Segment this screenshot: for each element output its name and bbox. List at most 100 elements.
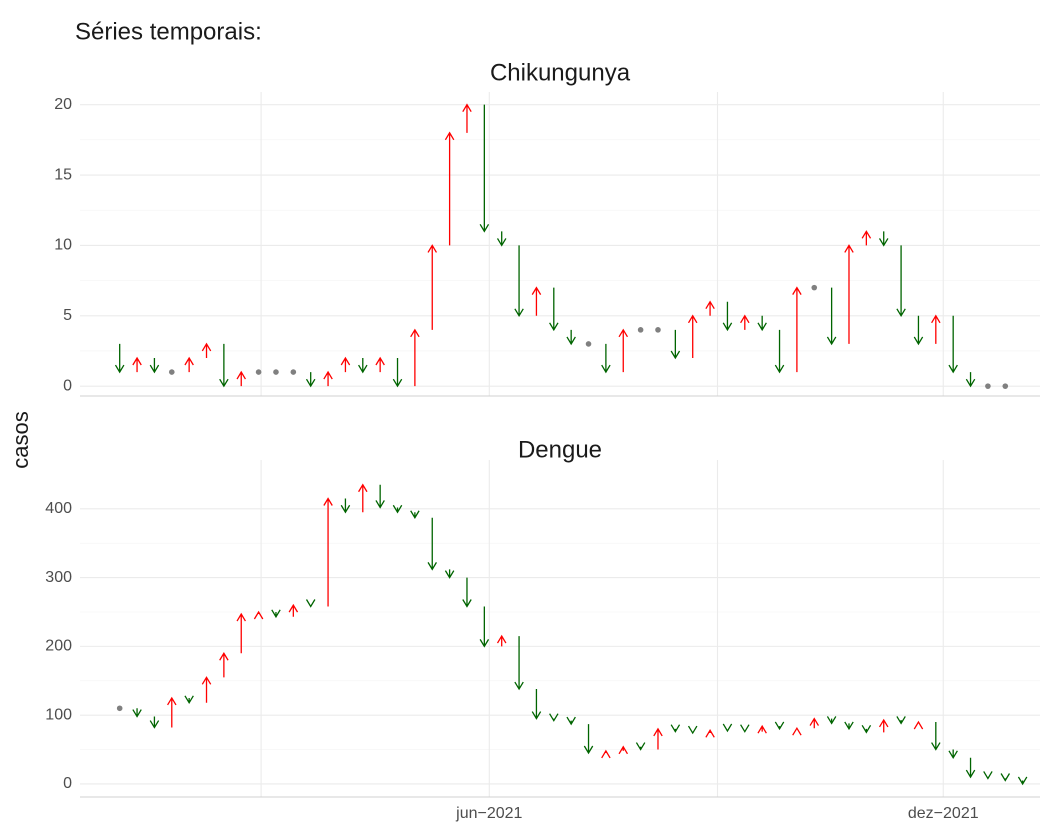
arrow bbox=[861, 725, 872, 734]
arrow bbox=[809, 717, 820, 729]
arrow bbox=[913, 315, 924, 346]
arrow bbox=[340, 498, 351, 514]
arrow bbox=[965, 757, 976, 779]
arrow bbox=[826, 716, 837, 725]
arrow bbox=[931, 722, 941, 751]
flat-point bbox=[655, 327, 661, 333]
flat-point bbox=[255, 369, 262, 375]
arrow bbox=[132, 356, 142, 373]
arrow bbox=[496, 634, 507, 647]
arrow bbox=[514, 636, 524, 691]
arrow bbox=[670, 329, 681, 360]
arrow bbox=[896, 245, 906, 318]
arrow bbox=[653, 727, 663, 750]
arrow bbox=[740, 314, 750, 330]
flat-point bbox=[116, 705, 123, 712]
flat-point bbox=[637, 327, 644, 333]
arrow bbox=[132, 708, 142, 718]
arrow bbox=[201, 342, 212, 358]
arrow bbox=[149, 716, 160, 729]
arrow bbox=[305, 599, 316, 608]
arrow bbox=[774, 329, 785, 374]
arrow bbox=[566, 716, 576, 726]
y-tick-label: 10 bbox=[54, 237, 72, 254]
arrow bbox=[219, 343, 229, 388]
arrow bbox=[410, 510, 420, 520]
arrow bbox=[931, 314, 941, 344]
arrow bbox=[167, 696, 177, 728]
arrow bbox=[722, 301, 733, 332]
arrow bbox=[618, 328, 629, 373]
y-tick-label: 200 bbox=[45, 638, 72, 655]
arrow bbox=[427, 517, 438, 571]
arrow bbox=[219, 651, 229, 678]
arrow bbox=[531, 689, 542, 720]
arrow bbox=[479, 104, 490, 233]
arrow bbox=[358, 483, 368, 513]
y-tick-label: 0 bbox=[63, 775, 72, 792]
arrow bbox=[948, 749, 958, 760]
arrow bbox=[462, 103, 472, 133]
arrow bbox=[236, 370, 246, 387]
arrow bbox=[878, 718, 889, 733]
arrow bbox=[184, 356, 194, 373]
arrow bbox=[601, 749, 611, 759]
x-tick-label: dez−2021 bbox=[908, 805, 979, 822]
arrow bbox=[635, 742, 646, 751]
arrow bbox=[375, 484, 385, 509]
arrow bbox=[323, 497, 333, 607]
arrow bbox=[774, 721, 785, 731]
arrow bbox=[913, 720, 924, 730]
arrow bbox=[549, 287, 559, 332]
y-tick-label: 100 bbox=[45, 706, 72, 723]
arrow bbox=[965, 372, 976, 388]
y-tick-label: 300 bbox=[45, 569, 72, 586]
flat-point bbox=[1002, 383, 1009, 389]
arrow bbox=[618, 745, 629, 755]
arrow bbox=[861, 230, 872, 246]
y-tick-label: 5 bbox=[63, 307, 72, 324]
arrow bbox=[444, 569, 455, 579]
arrow bbox=[983, 771, 993, 780]
arrow bbox=[670, 724, 681, 733]
arrow bbox=[184, 695, 194, 705]
arrow bbox=[271, 609, 281, 619]
y-tick-label: 20 bbox=[54, 96, 72, 113]
arrow bbox=[757, 724, 767, 734]
arrow bbox=[1000, 773, 1011, 782]
x-tick-label: jun−2021 bbox=[455, 805, 522, 822]
arrow bbox=[149, 358, 160, 374]
arrow bbox=[844, 721, 854, 731]
arrow bbox=[288, 603, 299, 617]
arrow bbox=[705, 300, 715, 316]
arrow bbox=[462, 577, 472, 608]
flat-point bbox=[290, 369, 297, 375]
page-title: Séries temporais: bbox=[75, 18, 262, 45]
arrow bbox=[792, 726, 802, 736]
arrow bbox=[392, 358, 403, 388]
arrow bbox=[826, 287, 837, 346]
flat-point bbox=[811, 284, 818, 291]
y-tick-label: 400 bbox=[45, 500, 72, 517]
arrow bbox=[392, 504, 403, 514]
arrow bbox=[549, 713, 559, 722]
arrow bbox=[479, 606, 490, 648]
arrow bbox=[687, 725, 698, 735]
arrow bbox=[427, 244, 438, 330]
y-tick-label: 15 bbox=[54, 166, 72, 183]
arrow bbox=[305, 372, 316, 388]
arrow bbox=[253, 610, 264, 620]
flat-point bbox=[585, 341, 592, 347]
panel-title: Dengue bbox=[518, 436, 602, 463]
arrow bbox=[236, 612, 246, 654]
arrow bbox=[444, 131, 455, 246]
y-tick-label: 0 bbox=[63, 377, 72, 394]
arrow bbox=[896, 716, 906, 725]
arrow bbox=[114, 343, 125, 374]
arrow bbox=[340, 356, 351, 373]
flat-point bbox=[985, 383, 991, 389]
arrow bbox=[844, 244, 854, 344]
arrow bbox=[705, 729, 715, 738]
